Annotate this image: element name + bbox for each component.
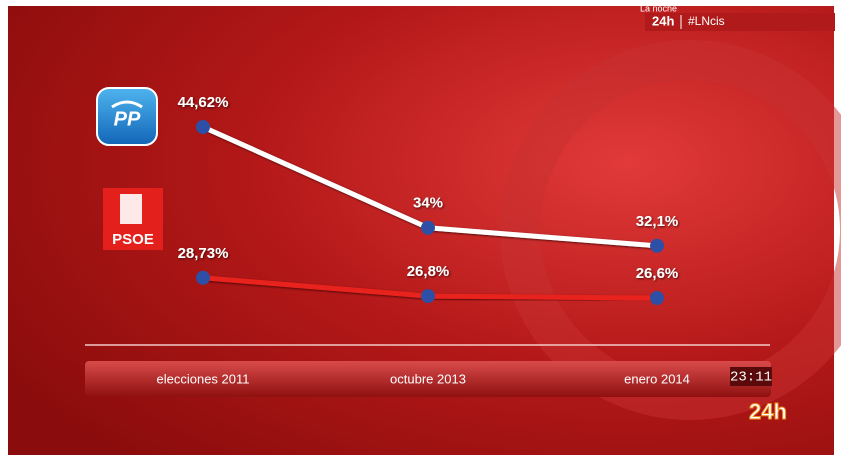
- decoration: [500, 40, 841, 420]
- channel: 24h: [652, 13, 674, 28]
- value-label: 32,1%: [636, 213, 679, 230]
- marker: [196, 120, 210, 134]
- marker: [650, 291, 664, 305]
- x-tick-label: enero 2014: [624, 371, 690, 386]
- clock: 23:11: [730, 370, 772, 386]
- pp-logo-bird: [111, 100, 143, 109]
- marker: [421, 220, 435, 235]
- clock-box: [730, 367, 772, 386]
- x-tick-label: octubre 2013: [390, 371, 466, 386]
- marker: [650, 238, 664, 253]
- marker: [421, 289, 435, 304]
- psoe-logo-fist: [120, 194, 142, 224]
- x-tick-label: elecciones 2011: [157, 371, 250, 386]
- value-label: 44,62%: [178, 94, 229, 111]
- value-label: 26,8%: [407, 263, 450, 280]
- value-label: 34%: [413, 195, 443, 212]
- category-bar: [85, 361, 771, 397]
- value-label: 28,73%: [178, 245, 229, 262]
- channel-logo: 24h: [749, 399, 787, 424]
- program-name: La noche: [640, 3, 677, 13]
- value-label: 26,6%: [636, 265, 679, 282]
- banner: [645, 13, 835, 31]
- marker: [196, 270, 210, 285]
- pp-logo: [96, 87, 158, 146]
- psoe-logo-text: PSOE: [112, 231, 154, 248]
- pp-logo-text: PP: [114, 108, 141, 130]
- hashtag: #LNcis: [688, 14, 725, 28]
